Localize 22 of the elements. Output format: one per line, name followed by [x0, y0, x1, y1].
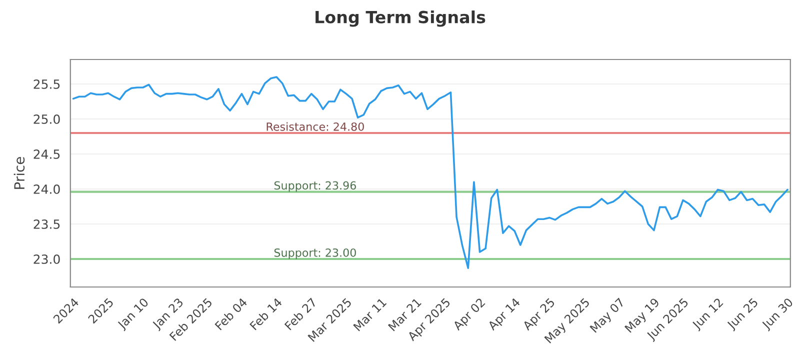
x-tick-label: Jan 10	[116, 297, 150, 332]
y-tick-label: 25.0	[34, 114, 60, 124]
ref-line-label: Support: 23.96	[274, 181, 356, 192]
line-series	[72, 76, 788, 270]
y-tick-label: 23.5	[34, 219, 60, 229]
y-tick-label: 24.5	[34, 149, 60, 159]
x-tick-label: Jun 12	[691, 298, 725, 332]
y-axis-title: Price	[14, 157, 25, 189]
y-tick-label: 23.0	[34, 254, 60, 264]
x-tick-label: Feb 27	[284, 297, 318, 330]
x-tick-label: Apr 14	[487, 297, 522, 332]
chart-title: Long Term Signals	[316, 10, 486, 27]
y-tick-label: 24.0	[34, 184, 60, 194]
y-tick-label: 25.5	[34, 79, 60, 89]
x-tick-label: Mar 11	[353, 298, 387, 332]
x-tick-label: Jun 30	[760, 297, 795, 332]
x-tick-label: Feb 04	[214, 297, 248, 330]
x-tick-label: Feb 14	[249, 297, 283, 330]
ref-line-label: Support: 23.00	[274, 248, 356, 259]
ref-line-label: Resistance: 24.80	[266, 122, 364, 131]
x-tick-label: Apr 02	[452, 298, 487, 332]
x-tick-label: Jun 25	[726, 298, 760, 332]
